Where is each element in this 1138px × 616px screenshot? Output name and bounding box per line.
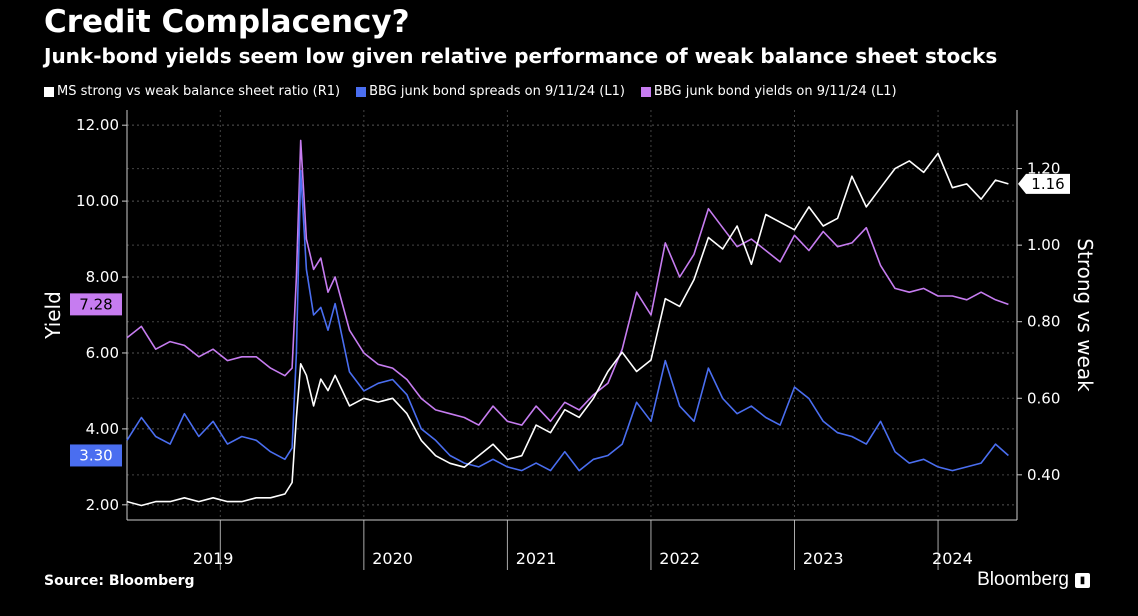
y-left-tick-label: 2.00 [86,496,119,514]
chart-subtitle: Junk-bond yields seem low given relative… [44,44,998,68]
end-label-spreads: 3.30 [79,446,112,464]
y-left-tick-label: 10.00 [76,192,119,210]
y-right-tick-label: 0.80 [1027,313,1060,331]
y-right-tick-label: 1.20 [1027,160,1060,178]
end-label-spreads-box [70,444,122,467]
x-tick-label: 2022 [659,549,700,568]
y-left-tick-label: 4.00 [86,420,119,438]
legend-item-ratio: MS strong vs weak balance sheet ratio (R… [44,84,340,99]
x-tick-label: 2021 [516,549,557,568]
x-tick-label: 2023 [803,549,844,568]
end-label-yields: 7.28 [79,295,112,313]
legend-label-ratio: MS strong vs weak balance sheet ratio (R… [57,84,341,99]
source-note: Source: Bloomberg [44,573,195,589]
series-line-spreads [126,169,1009,472]
x-tick-label: 2024 [932,549,973,568]
x-tick-label: 2019 [193,549,234,568]
y-left-axis-title: Yield [41,291,65,340]
series-line-yields [126,139,1009,426]
chart-legend: MS strong vs weak balance sheet ratio (R… [44,84,897,99]
legend-label-yields: BBG junk bond yields on 9/11/24 (L1) [653,84,897,99]
y-left-tick-label: 8.00 [86,268,119,286]
series-line-ratio [126,152,1009,507]
end-label-ratio-box [1018,173,1070,194]
legend-item-spreads: BBG junk bond spreads on 9/11/24 (L1) [356,84,625,99]
bloomberg-terminal-icon: ▮ [1075,572,1090,588]
x-tick-label: 2020 [372,549,413,568]
legend-label-spreads: BBG junk bond spreads on 9/11/24 (L1) [369,84,625,99]
legend-swatch-spreads [356,86,367,97]
end-label-yields-box [70,293,122,316]
brand-name: Bloomberg [977,569,1069,590]
y-right-tick-label: 0.60 [1027,389,1060,407]
y-right-axis-title: Strong vs weak [1073,238,1097,392]
legend-swatch-yields [640,86,651,97]
end-label-ratio: 1.16 [1031,175,1064,193]
legend-swatch-ratio [44,86,54,97]
y-left-tick-label: 12.00 [76,116,119,134]
y-right-tick-label: 0.40 [1027,466,1060,484]
legend-item-yields: BBG junk bond yields on 9/11/24 (L1) [640,84,897,99]
bloomberg-logo: Bloomberg ▮ [977,569,1090,591]
chart-title: Credit Complacency? [44,4,410,40]
y-right-tick-label: 1.00 [1027,236,1060,254]
y-left-tick-label: 6.00 [86,344,119,362]
